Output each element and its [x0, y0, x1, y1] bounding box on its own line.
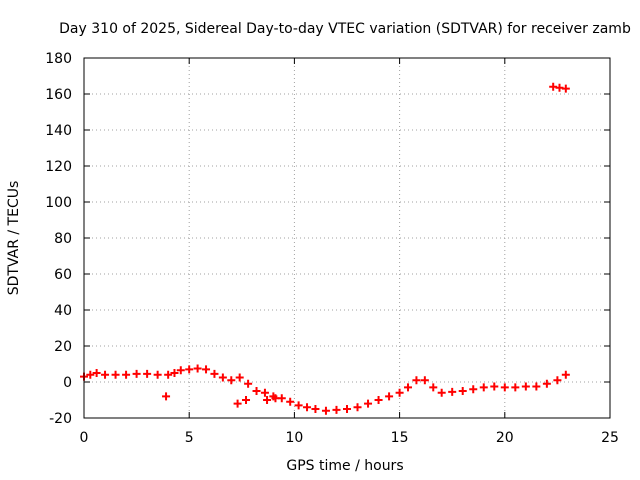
y-tick-label: 0 — [63, 375, 72, 391]
data-point — [395, 388, 404, 397]
data-point — [364, 399, 373, 408]
x-tick-label: 10 — [285, 430, 303, 446]
data-point — [404, 383, 413, 392]
data-point — [511, 383, 520, 392]
data-point — [479, 383, 488, 392]
data-point — [185, 365, 194, 374]
data-point — [227, 376, 236, 385]
data-point — [233, 399, 242, 408]
data-point — [122, 370, 131, 379]
data-point — [374, 396, 383, 404]
data-point — [218, 373, 227, 382]
data-point — [164, 370, 173, 379]
data-point — [101, 370, 110, 379]
data-point — [143, 369, 152, 378]
data-point — [303, 403, 312, 412]
y-tick-label: 80 — [54, 231, 72, 247]
data-point — [176, 366, 185, 375]
data-point — [260, 388, 269, 397]
data-point — [437, 388, 446, 397]
data-point — [162, 392, 171, 401]
data-point — [242, 396, 251, 404]
data-point — [210, 369, 219, 378]
x-tick-label: 0 — [80, 430, 89, 446]
data-point — [111, 370, 120, 379]
data-point — [193, 364, 202, 373]
data-point — [294, 401, 303, 410]
x-tick-label: 20 — [496, 430, 514, 446]
data-point — [532, 382, 541, 391]
data-point — [263, 396, 272, 404]
y-tick-label: 120 — [45, 159, 72, 175]
x-tick-label: 25 — [601, 430, 619, 446]
data-point — [553, 376, 562, 385]
plot-frame — [83, 57, 611, 419]
y-tick-label: 180 — [45, 51, 72, 67]
data-point — [286, 397, 295, 406]
data-point — [86, 370, 95, 379]
y-tick-label: 20 — [54, 339, 72, 355]
data-point — [385, 392, 394, 401]
y-tick-label: 140 — [45, 123, 72, 139]
data-point — [170, 369, 179, 377]
axis-ticks: 0 5 10 15 20 25 -20 0 20 40 60 80 100 120 140 160 180 — [45, 51, 619, 446]
y-tick-label: 40 — [54, 303, 72, 319]
data-point — [132, 369, 141, 378]
y-tick-label: 160 — [45, 87, 72, 103]
x-tick-label: 5 — [185, 430, 194, 446]
data-point — [202, 365, 211, 374]
data-point — [252, 387, 261, 395]
y-tick-label: -20 — [49, 411, 72, 427]
data-point — [448, 387, 457, 396]
data-point — [412, 376, 421, 385]
data-point — [153, 370, 162, 379]
data-point — [469, 385, 478, 394]
data-point — [244, 379, 253, 388]
y-tick-label: 60 — [54, 267, 72, 283]
y-tick-label: 100 — [45, 195, 72, 211]
data-point — [343, 405, 351, 413]
data-point — [311, 405, 320, 413]
data-point — [500, 383, 509, 392]
data-point — [353, 403, 362, 412]
y-axis-label: SDTVAR / TECUs — [6, 181, 22, 296]
data-point — [542, 379, 551, 388]
x-tick-label: 15 — [391, 430, 409, 446]
data-point — [332, 405, 341, 414]
data-points — [80, 82, 570, 415]
x-axis-label: GPS time / hours — [286, 458, 403, 474]
data-point — [521, 382, 530, 391]
data-point — [420, 376, 429, 385]
data-point — [561, 84, 570, 93]
data-point — [458, 387, 467, 395]
data-point — [92, 369, 101, 377]
data-point — [429, 383, 438, 392]
data-point — [561, 370, 570, 379]
data-point — [490, 382, 499, 391]
data-point — [321, 406, 330, 415]
data-point — [271, 394, 280, 403]
chart-title: Day 310 of 2025, Sidereal Day-to-day VTE… — [59, 21, 631, 37]
data-point — [235, 373, 244, 382]
grid-layer — [84, 58, 610, 418]
